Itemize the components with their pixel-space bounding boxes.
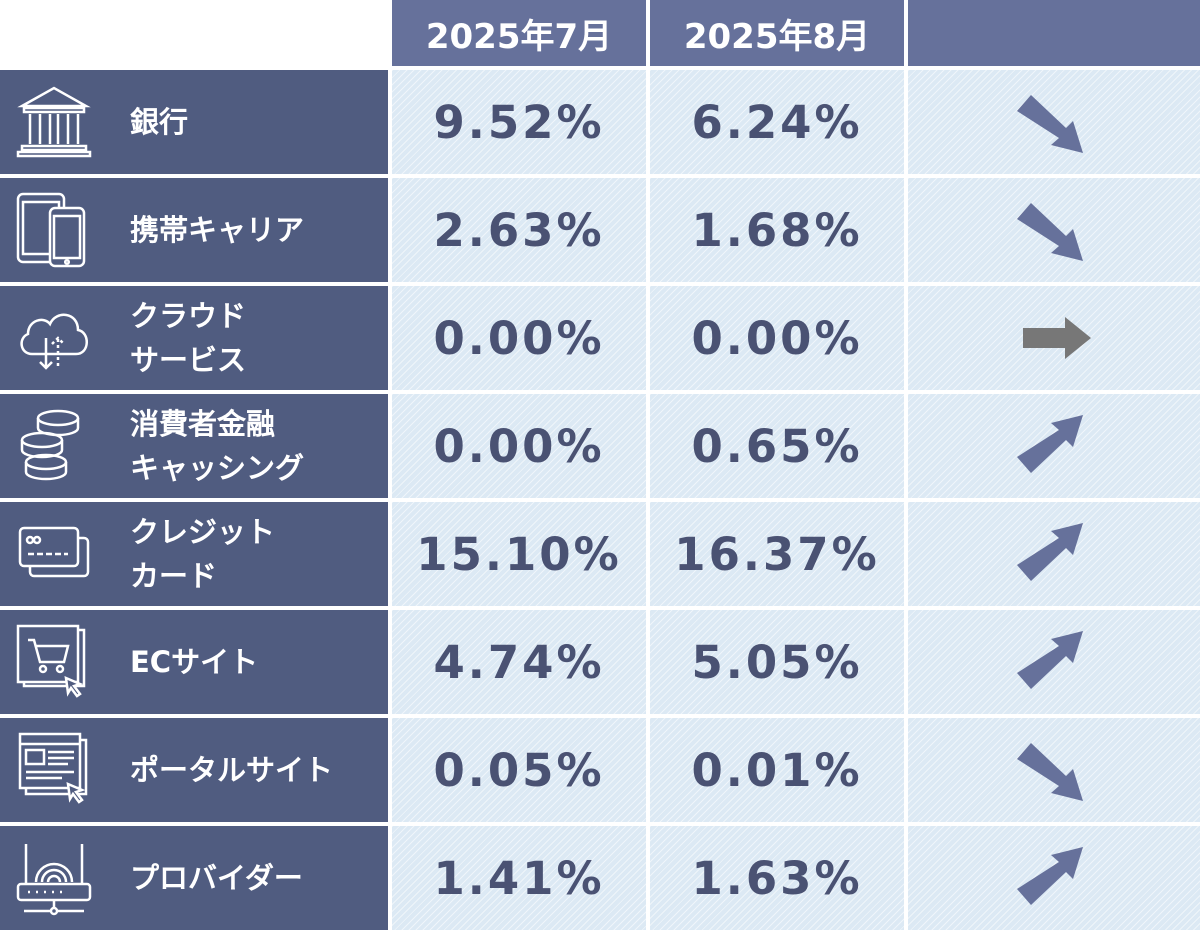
trend-up-arrow-icon (1017, 523, 1083, 581)
label-line: ポータルサイト (130, 753, 334, 787)
trend-up-arrow-icon (1017, 847, 1083, 905)
value-jul: 4.74% (392, 610, 646, 714)
row-label-text: クラウド サービス (108, 294, 246, 382)
coin-stack-icon (0, 394, 108, 498)
label-line: クラウド (130, 299, 247, 333)
row-label: プロバイダー (0, 826, 388, 930)
label-line: カード (130, 559, 218, 593)
value-aug: 6.24% (650, 70, 904, 174)
label-line: 消費者金融 (130, 407, 276, 441)
value-aug: 1.68% (650, 178, 904, 282)
header-trend (908, 0, 1200, 66)
trend-cell (908, 394, 1200, 498)
portal-site-icon (0, 718, 108, 822)
value-aug: 0.00% (650, 286, 904, 390)
trend-down-arrow-icon (1017, 743, 1083, 801)
row-label: 携帯キャリア (0, 178, 388, 282)
value-jul: 2.63% (392, 178, 646, 282)
trend-cell (908, 178, 1200, 282)
trend-cell (908, 718, 1200, 822)
value-aug: 5.05% (650, 610, 904, 714)
value-aug: 0.65% (650, 394, 904, 498)
value-jul: 0.00% (392, 286, 646, 390)
label-line: キャッシング (130, 451, 305, 485)
label-line: プロバイダー (130, 861, 303, 895)
trend-cell (908, 610, 1200, 714)
row-label: クレジット カード (0, 502, 388, 606)
value-jul: 15.10% (392, 502, 646, 606)
label-line: 携帯キャリア (130, 213, 305, 247)
ec-cart-icon (0, 610, 108, 714)
value-aug: 1.63% (650, 826, 904, 930)
cloud-sync-icon (0, 286, 108, 390)
row-label-text: 消費者金融キャッシング (108, 402, 304, 490)
trend-cell (908, 286, 1200, 390)
trend-down-arrow-icon (1017, 203, 1083, 261)
value-jul: 0.00% (392, 394, 646, 498)
header-jul: 2025年7月 (392, 0, 646, 66)
trend-cell (908, 502, 1200, 606)
header-aug: 2025年8月 (650, 0, 904, 66)
row-label-text: ポータルサイト (108, 748, 333, 792)
row-label-text: 携帯キャリア (108, 208, 304, 252)
value-aug: 16.37% (650, 502, 904, 606)
row-label: 消費者金融キャッシング (0, 394, 388, 498)
value-jul: 0.05% (392, 718, 646, 822)
row-label-text: ECサイト (108, 640, 258, 684)
row-label-text: プロバイダー (108, 856, 303, 900)
router-icon (0, 826, 108, 930)
trend-down-arrow-icon (1017, 95, 1083, 153)
row-label-text: クレジット カード (108, 510, 275, 598)
label-line: 銀行 (130, 105, 189, 139)
bank-icon (0, 70, 108, 174)
trend-flat-arrow-icon (1023, 317, 1091, 359)
label-line: ECサイト (130, 645, 259, 679)
credit-card-icon (0, 502, 108, 606)
value-jul: 1.41% (392, 826, 646, 930)
row-label: クラウド サービス (0, 286, 388, 390)
trend-cell (908, 70, 1200, 174)
trend-cell (908, 826, 1200, 930)
label-line: クレジット (130, 515, 276, 549)
row-label: 銀行 (0, 70, 388, 174)
label-line: サービス (130, 343, 247, 377)
value-aug: 0.01% (650, 718, 904, 822)
row-label: ECサイト (0, 610, 388, 714)
trend-up-arrow-icon (1017, 631, 1083, 689)
row-label: ポータルサイト (0, 718, 388, 822)
row-label-text: 銀行 (108, 100, 188, 144)
value-jul: 9.52% (392, 70, 646, 174)
trend-up-arrow-icon (1017, 415, 1083, 473)
mobile-devices-icon (0, 178, 108, 282)
